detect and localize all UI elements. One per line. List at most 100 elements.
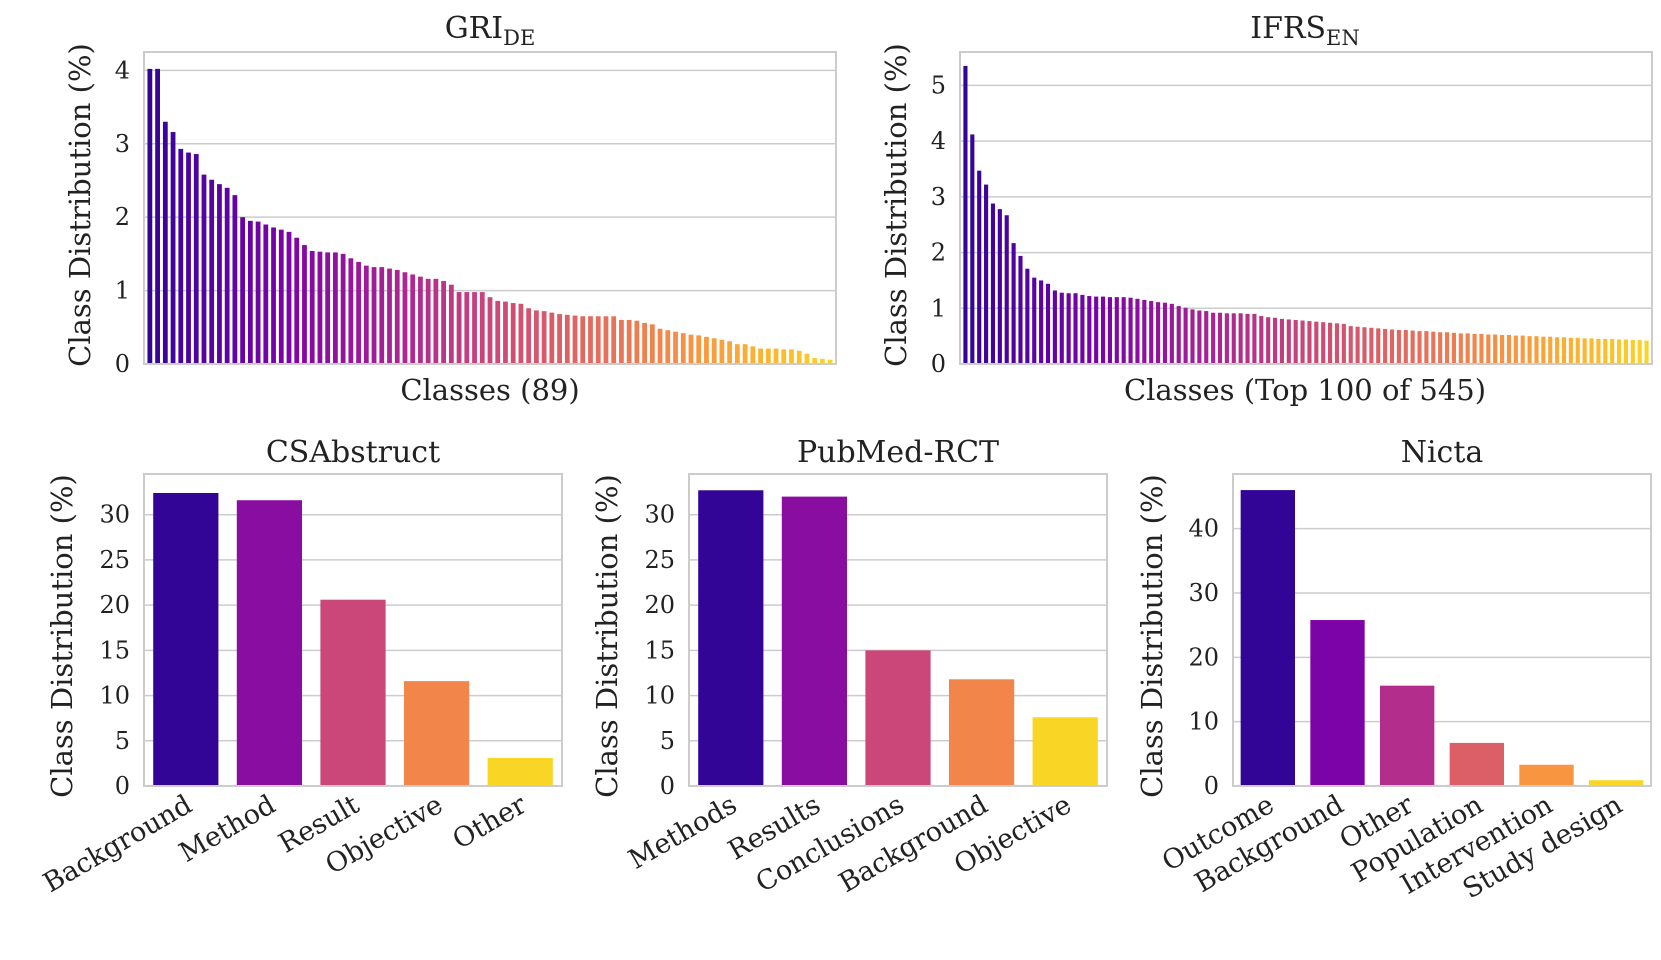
panel-nicta-bars [1241, 490, 1644, 786]
bar [1129, 298, 1133, 364]
bar [1362, 327, 1366, 364]
bar [1033, 717, 1098, 786]
bar [797, 351, 802, 364]
bar [202, 175, 207, 364]
bar [433, 279, 438, 364]
y-tick-label: 20 [1188, 643, 1219, 671]
bar [565, 315, 570, 364]
panel-nicta-y-axis-label: Class Distribution (%) [1135, 474, 1169, 798]
bar [1314, 322, 1318, 364]
bar [488, 758, 553, 786]
y-tick-label: 3 [931, 183, 946, 211]
bar [333, 252, 338, 364]
bar [1569, 338, 1573, 364]
bar [356, 262, 361, 364]
bar [1576, 338, 1580, 364]
y-tick-label: 2 [115, 203, 130, 231]
bar [534, 310, 539, 364]
bar [1094, 297, 1098, 364]
bar [379, 267, 384, 364]
bar [320, 600, 385, 786]
bar [1135, 299, 1139, 364]
bar [1018, 256, 1022, 364]
bar [580, 316, 585, 364]
bar [681, 333, 686, 364]
bar [372, 267, 377, 364]
bar [348, 258, 353, 364]
bar [1519, 765, 1573, 786]
bar [1424, 331, 1428, 364]
bar [1376, 328, 1380, 364]
bar [642, 323, 647, 364]
bar [634, 321, 639, 364]
bar [1417, 331, 1421, 364]
bar [1287, 319, 1291, 364]
y-tick-label: 0 [660, 772, 675, 800]
bar [1073, 293, 1077, 364]
bar [991, 204, 995, 364]
bar [153, 493, 218, 786]
panel-csabstruct-x-ticks: BackgroundMethodResultObjective Other [38, 789, 532, 899]
bar [1163, 303, 1167, 364]
bar [1356, 327, 1360, 364]
bar [1005, 215, 1009, 364]
bar [163, 122, 168, 364]
panel-ifrs-en-bars [963, 66, 1648, 364]
bar [1245, 314, 1249, 364]
bar [750, 346, 755, 364]
bar [1252, 314, 1256, 364]
bar [302, 245, 307, 364]
bar [743, 344, 748, 364]
bar [1328, 323, 1332, 364]
y-tick-label: 40 [1188, 515, 1219, 543]
bar [310, 251, 315, 364]
panel-gri-de-grid [144, 70, 836, 290]
panel-csabstruct-bars [153, 493, 553, 786]
bar [171, 132, 176, 364]
bar [1241, 490, 1295, 786]
bar [1232, 313, 1236, 364]
y-tick-label: 0 [1204, 772, 1219, 800]
bar [279, 230, 284, 364]
y-tick-label: 20 [99, 591, 130, 619]
bar [1452, 333, 1456, 364]
bar [395, 270, 400, 364]
bar [1115, 297, 1119, 364]
bar [1294, 320, 1298, 364]
bar [665, 330, 670, 364]
bar [1122, 297, 1126, 364]
y-tick-label: 15 [644, 636, 675, 664]
bar [673, 332, 678, 364]
bar [1438, 332, 1442, 364]
bar [1380, 686, 1434, 786]
bar [557, 314, 562, 364]
y-tick-label: 1 [115, 277, 130, 305]
panel-pubmed-rct-y-axis-label: Class Distribution (%) [590, 474, 624, 798]
bar [404, 681, 469, 786]
y-tick-label: 15 [99, 636, 130, 664]
bar [457, 292, 462, 364]
bar [1624, 339, 1628, 364]
bar [1342, 324, 1346, 364]
bar [758, 349, 763, 364]
x-tick-label: Method [174, 789, 281, 869]
bar [596, 316, 601, 364]
bar [949, 679, 1014, 786]
bar [698, 490, 763, 786]
bar [1507, 335, 1511, 364]
y-tick-label: 30 [99, 501, 130, 529]
bar [186, 153, 191, 364]
bar [865, 650, 930, 786]
bar [712, 338, 717, 364]
bar [1486, 334, 1490, 364]
panel-nicta: Nicta Class Distribution (%) 010203040 O… [1135, 435, 1651, 905]
bar [209, 180, 214, 364]
panel-gri-de-y-ticks: 01234 [115, 56, 130, 378]
bar [1101, 297, 1105, 364]
bar [178, 149, 183, 364]
bar [1445, 332, 1449, 364]
y-tick-label: 20 [644, 591, 675, 619]
y-tick-label: 30 [1188, 579, 1219, 607]
bar [1541, 337, 1545, 364]
bar [627, 320, 632, 364]
